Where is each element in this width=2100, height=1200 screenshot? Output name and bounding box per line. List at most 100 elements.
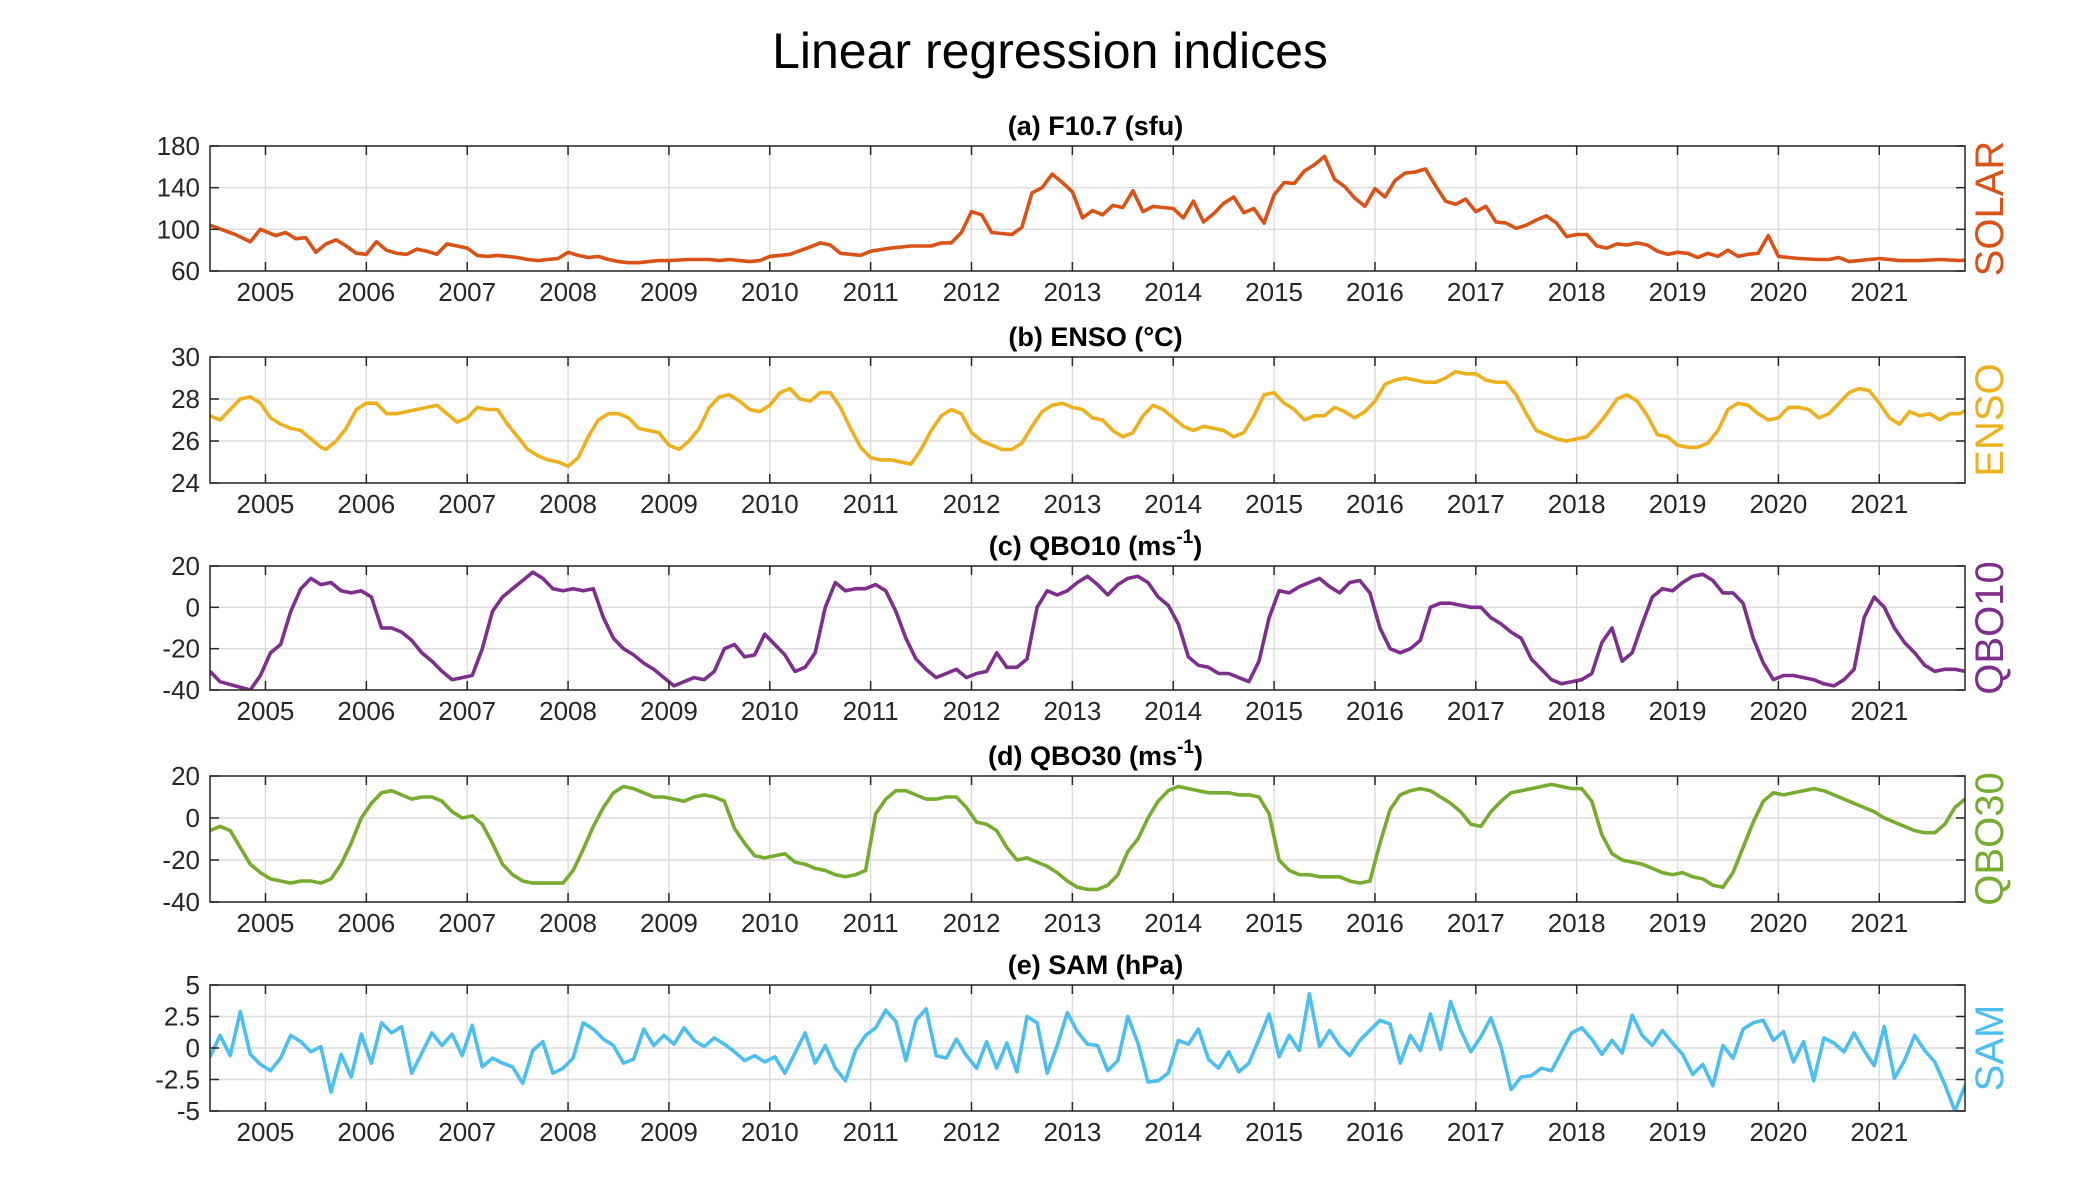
panel-title: (c) QBO10 (ms-1) (989, 527, 1202, 561)
x-tick-label: 2020 (1749, 277, 1807, 307)
y-tick-label: 20 (171, 551, 200, 581)
x-tick-label: 2016 (1346, 1117, 1404, 1147)
x-tick-label: 2018 (1548, 1117, 1606, 1147)
y-tick-label: -20 (162, 634, 200, 664)
x-tick-label: 2014 (1144, 908, 1202, 938)
series-label-sam: SAM (1968, 1005, 2012, 1092)
x-tick-label: 2016 (1346, 696, 1404, 726)
x-tick-label: 2015 (1245, 489, 1303, 519)
y-tick-label: 2.5 (164, 1002, 200, 1032)
panel-4: 2005 2006 2007 2008 2009 2010 2011 2012 2013 2014… (162, 737, 2012, 938)
x-tick-label: 2020 (1749, 908, 1807, 938)
panel-2: 2005 2006 2007 2008 2009 2010 2011 2012 2013 2014… (171, 322, 2012, 519)
x-tick-label: 2021 (1850, 489, 1908, 519)
x-tick-label: 2016 (1346, 908, 1404, 938)
axes-frame (209, 145, 1966, 272)
x-tick-label: 2017 (1447, 277, 1505, 307)
x-tick-label: 2008 (539, 908, 597, 938)
x-tick-label: 2006 (337, 696, 395, 726)
x-tick-label: 2021 (1850, 908, 1908, 938)
x-tick-label: 2005 (237, 908, 295, 938)
x-tick-label: 2021 (1850, 1117, 1908, 1147)
x-tick-label: 2016 (1346, 277, 1404, 307)
x-tick-label: 2012 (943, 908, 1001, 938)
x-tick-label: 2006 (337, 1117, 395, 1147)
x-tick-label: 2019 (1649, 696, 1707, 726)
y-tick-label: 0 (186, 592, 200, 622)
x-tick-label: 2014 (1144, 277, 1202, 307)
x-tick-label: 2010 (741, 908, 799, 938)
panel-5: 2005 2006 2007 2008 2009 2010 2011 2012 2013 2014… (155, 950, 2012, 1147)
x-tick-label: 2020 (1749, 489, 1807, 519)
x-tick-label: 2009 (640, 908, 698, 938)
x-tick-label: 2015 (1245, 277, 1303, 307)
x-tick-label: 2010 (741, 696, 799, 726)
grid (210, 984, 1965, 1112)
panel-1: 2005 2006 2007 2008 2009 2010 2011 2012 2013 2014… (157, 111, 2012, 307)
x-tick-label: 2006 (337, 489, 395, 519)
panel-title: (b) ENSO (°C) (1008, 322, 1182, 352)
axes-frame (209, 775, 1966, 903)
x-tick-label: 2006 (337, 908, 395, 938)
x-tick-label: 2005 (237, 277, 295, 307)
x-tick-label: 2009 (640, 489, 698, 519)
x-tick-label: 2020 (1749, 1117, 1807, 1147)
series-line-qbo30 (210, 782, 1965, 892)
x-tick-label: 2013 (1043, 1117, 1101, 1147)
series-label-solar: SOLAR (1968, 141, 2012, 277)
x-tick-label: 2007 (438, 1117, 496, 1147)
series-line-qbo10 (210, 570, 1965, 690)
x-tick-label: 2007 (438, 908, 496, 938)
x-tick-label: 2011 (843, 277, 899, 307)
x-tick-label: 2017 (1447, 696, 1505, 726)
x-tick-label: 2013 (1043, 696, 1101, 726)
grid (210, 356, 1965, 484)
x-tick-label: 2007 (438, 696, 496, 726)
x-tick-label: 2016 (1346, 489, 1404, 519)
y-tick-label: -40 (162, 887, 200, 917)
x-tick-label: 2008 (539, 696, 597, 726)
y-tick-label: 20 (171, 761, 200, 791)
x-tick-label: 2017 (1447, 489, 1505, 519)
y-tick-label: 5 (186, 970, 200, 1000)
x-tick-label: 2021 (1850, 696, 1908, 726)
x-tick-label: 2019 (1649, 908, 1707, 938)
y-tick-label: 60 (171, 256, 200, 286)
series-label-enso: ENSO (1968, 363, 2012, 476)
y-tick-label: 0 (186, 1033, 200, 1063)
x-tick-label: 2006 (337, 277, 395, 307)
x-tick-label: 2019 (1649, 489, 1707, 519)
x-tick-label: 2010 (741, 277, 799, 307)
y-tick-label: 26 (171, 426, 200, 456)
x-tick-label: 2012 (943, 1117, 1001, 1147)
panel-title: (a) F10.7 (sfu) (1008, 111, 1184, 141)
y-tick-label: -20 (162, 845, 200, 875)
x-tick-label: 2018 (1548, 696, 1606, 726)
series-line-enso (210, 369, 1965, 468)
x-tick-label: 2005 (237, 489, 295, 519)
series-label-qbo30: QBO30 (1968, 772, 2012, 905)
x-tick-label: 2021 (1850, 277, 1908, 307)
x-tick-label: 2017 (1447, 1117, 1505, 1147)
axes-frame (209, 356, 1966, 484)
x-tick-label: 2013 (1043, 489, 1101, 519)
x-tick-label: 2011 (843, 696, 899, 726)
axes-frame (209, 565, 1966, 691)
x-tick-label: 2018 (1548, 277, 1606, 307)
y-tick-label: 28 (171, 384, 200, 414)
x-tick-label: 2010 (741, 489, 799, 519)
x-tick-label: 2015 (1245, 1117, 1303, 1147)
x-tick-label: 2011 (843, 908, 899, 938)
y-tick-label: 0 (186, 803, 200, 833)
series-label-qbo10: QBO10 (1968, 561, 2012, 694)
y-tick-label: 140 (157, 173, 200, 203)
y-tick-label: 30 (171, 342, 200, 372)
x-tick-label: 2005 (237, 1117, 295, 1147)
x-tick-label: 2007 (438, 277, 496, 307)
x-tick-label: 2018 (1548, 908, 1606, 938)
series-line-solar (210, 154, 1965, 265)
x-tick-label: 2013 (1043, 908, 1101, 938)
x-tick-label: 2008 (539, 489, 597, 519)
x-tick-label: 2007 (438, 489, 496, 519)
